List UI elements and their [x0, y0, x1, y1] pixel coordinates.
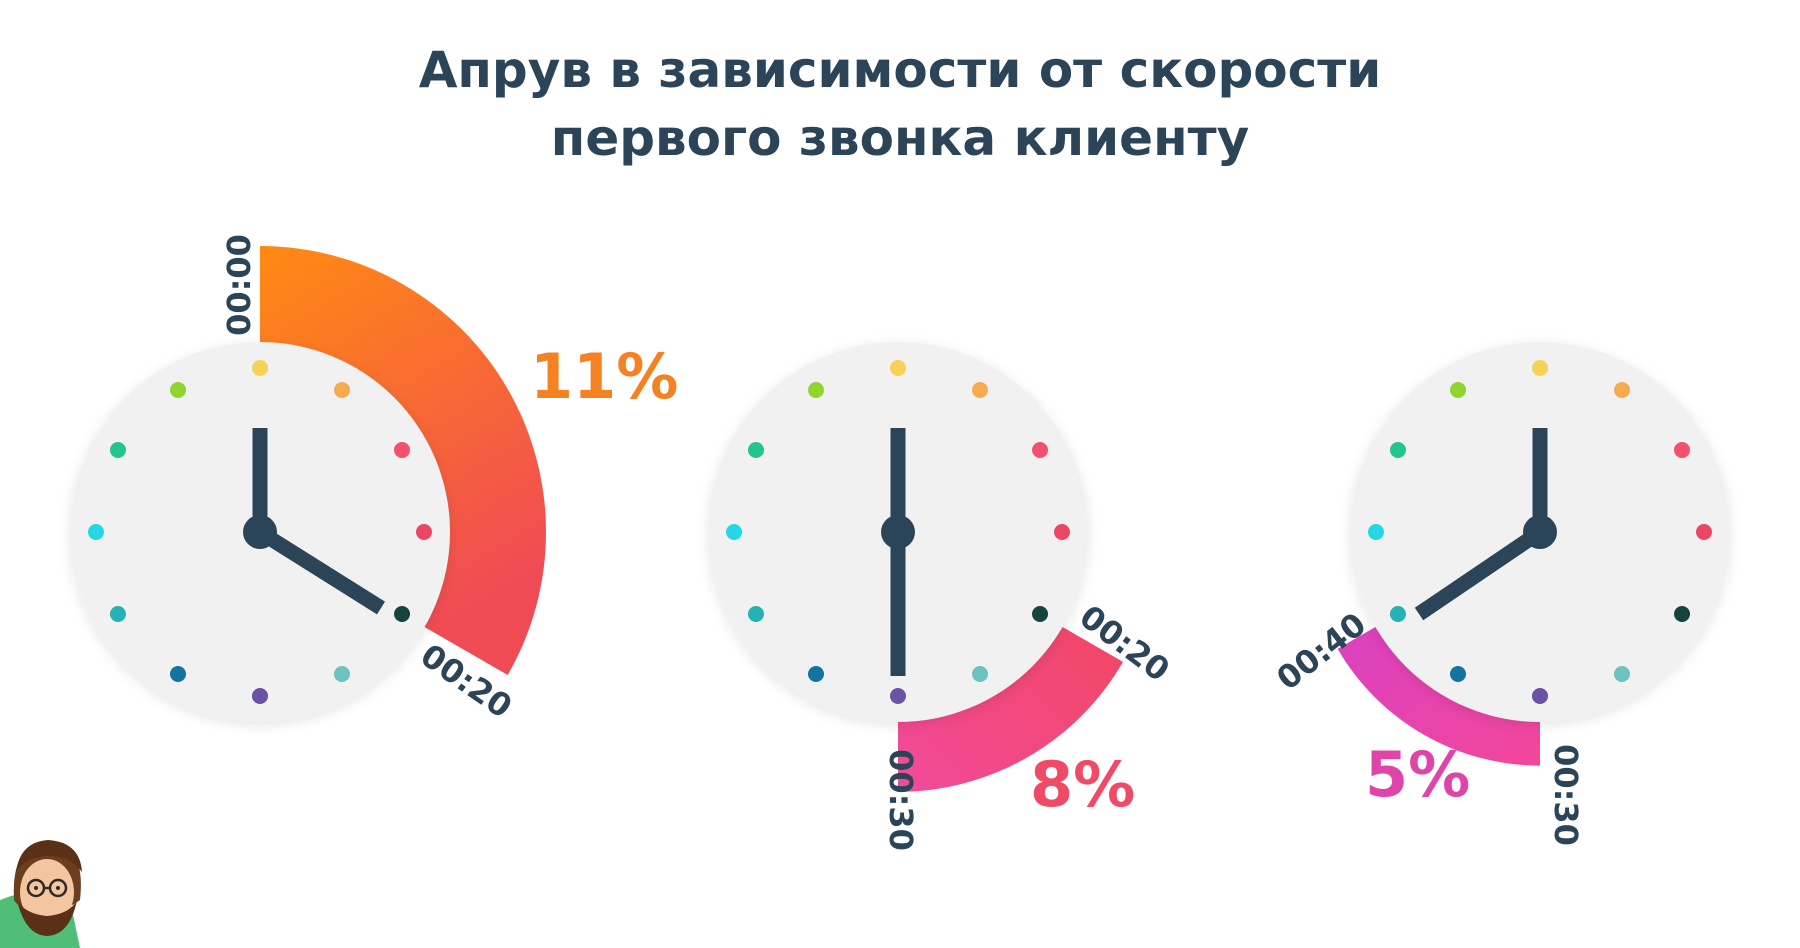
clock-2-dots: [726, 360, 1070, 704]
hour-dot: [394, 442, 411, 458]
hour-dot: [972, 381, 988, 398]
clock-3: 00:30 00:40 5%: [1269, 342, 1730, 846]
hour-dot: [1614, 381, 1630, 398]
hour-dot: [1389, 442, 1406, 458]
hour-dot: [1032, 606, 1049, 622]
hour-dot: [1450, 381, 1466, 398]
hour-dot: [1674, 606, 1691, 622]
clock-1: 00:00 00:20 11%: [70, 234, 678, 726]
chart-title: Апрув в зависимости от скорости первого …: [0, 36, 1800, 172]
bearded-man-avatar-icon: [0, 840, 82, 948]
hour-dot: [1532, 360, 1548, 376]
clock-2: 00:20 00:30 8%: [708, 342, 1177, 851]
hour-dot: [252, 360, 268, 376]
hour-dot: [109, 606, 126, 622]
hour-dot: [394, 606, 411, 622]
hour-dot: [726, 524, 742, 540]
clock-3-start-label: 00:30: [1547, 744, 1585, 846]
clock-1-hub: [243, 515, 277, 549]
clock-3-hub: [1523, 515, 1557, 549]
hour-dot: [1674, 442, 1691, 458]
hour-dot: [890, 360, 906, 376]
hour-dot: [890, 688, 906, 704]
hour-dot: [1614, 666, 1630, 683]
hour-dot: [747, 606, 764, 622]
hour-dot: [416, 524, 432, 540]
clock-2-end-label: 00:30: [882, 749, 920, 851]
hour-dot: [1054, 524, 1070, 540]
hour-dot: [1032, 442, 1049, 458]
hour-dot: [334, 381, 350, 398]
hour-dot: [808, 666, 824, 683]
clock-1-value-label: 11%: [530, 340, 678, 413]
clock-1-dots: [88, 360, 432, 704]
hour-dot: [972, 666, 988, 683]
hour-dot: [88, 524, 104, 540]
clock-2-value-label: 8%: [1030, 748, 1135, 821]
clock-1-start-label: 00:00: [220, 234, 258, 336]
clock-1-hour-hand: [256, 525, 385, 615]
hour-dot: [109, 442, 126, 458]
hour-dot: [1389, 606, 1406, 622]
hour-dot: [1696, 524, 1712, 540]
clock-2-hub: [881, 515, 915, 549]
hour-dot: [808, 381, 824, 398]
clock-3-value-label: 5%: [1365, 738, 1470, 811]
title-line-2: первого звонка клиенту: [550, 109, 1250, 167]
clock-3-hour-hand: [1414, 525, 1545, 621]
hour-dot: [1450, 666, 1466, 683]
hour-dot: [334, 666, 350, 683]
clock-3-dots: [1368, 360, 1712, 704]
hour-dot: [1368, 524, 1384, 540]
hour-dot: [170, 381, 186, 398]
hour-dot: [747, 442, 764, 458]
hour-dot: [252, 688, 268, 704]
hour-dot: [170, 666, 186, 683]
hour-dot: [1532, 688, 1548, 704]
title-line-1: Апрув в зависимости от скорости: [418, 41, 1382, 99]
